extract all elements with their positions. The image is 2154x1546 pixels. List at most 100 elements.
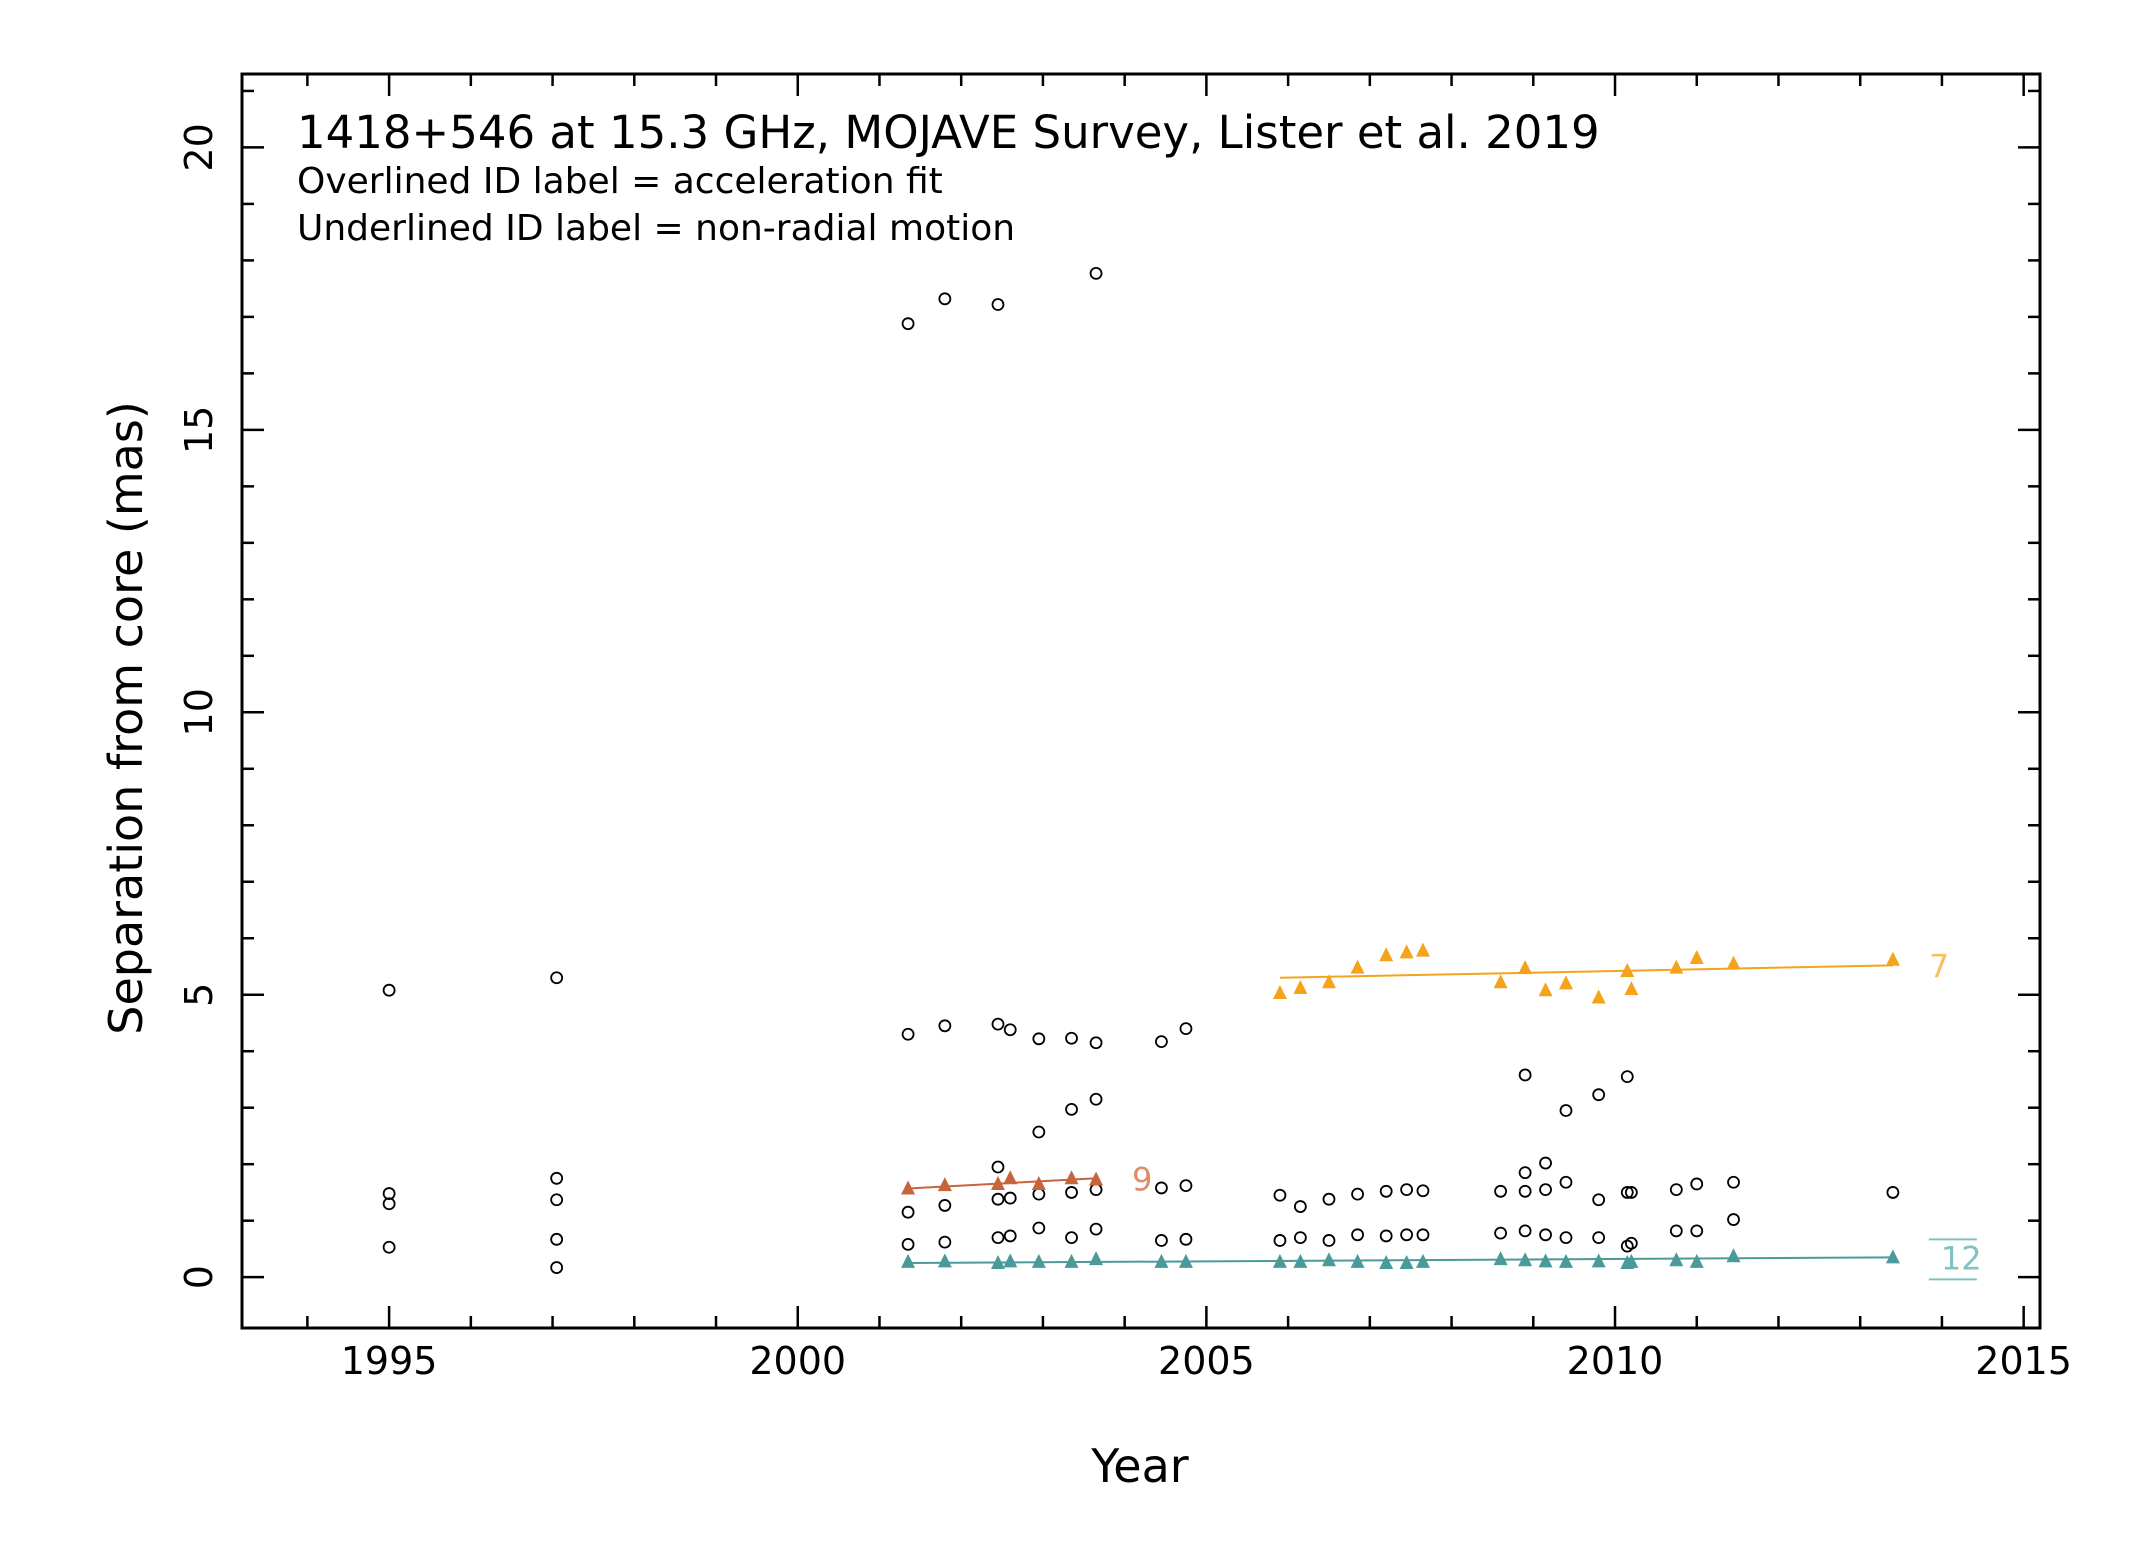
component-point [901, 317, 915, 331]
component-point [1293, 1231, 1307, 1245]
component-point [1179, 1179, 1193, 1193]
series-7-point [1415, 942, 1430, 957]
component-point [1065, 1031, 1078, 1045]
component-point [1518, 1224, 1532, 1238]
series-7-point [1350, 959, 1365, 974]
component-point [1032, 1032, 1046, 1046]
y-tick-label: 0 [177, 1265, 221, 1289]
component-point [901, 1027, 915, 1041]
series-12-point [1518, 1252, 1533, 1267]
series-12-point [1885, 1249, 1900, 1264]
component-point [1293, 1200, 1307, 1213]
component-point [1669, 1183, 1683, 1197]
x-tick-label: 2015 [1975, 1339, 2072, 1383]
component-point [550, 1171, 564, 1185]
series-label-12: 12 [1941, 1239, 1982, 1277]
component-point [382, 1197, 396, 1211]
y-tick-label: 10 [177, 688, 221, 736]
component-point [382, 983, 396, 997]
component-point [550, 1193, 564, 1207]
component-point [1727, 1213, 1740, 1226]
chart-note-1: Overlined ID label = acceleration fit [297, 161, 943, 202]
series-12-point [1379, 1255, 1394, 1270]
component-point [1416, 1184, 1430, 1198]
component-point [1322, 1234, 1336, 1247]
component-point [901, 1205, 915, 1219]
series-12-point [1689, 1253, 1704, 1268]
component-point [1089, 1036, 1103, 1050]
component-point [938, 292, 952, 306]
component-point [991, 1017, 1005, 1031]
series-7-point [1321, 974, 1336, 989]
series-9-point [937, 1177, 952, 1192]
component-point [1065, 1231, 1078, 1245]
series-9-point [1089, 1171, 1104, 1186]
series-12-point [937, 1253, 952, 1268]
series-12-point [1089, 1251, 1104, 1266]
series-12-point [1064, 1253, 1079, 1268]
series-7-point [1518, 960, 1533, 975]
component-point [1886, 1186, 1900, 1199]
component-point [1539, 1228, 1552, 1242]
component-point [1089, 1183, 1103, 1197]
component-point [938, 1235, 952, 1249]
component-point [1065, 1186, 1078, 1199]
component-point [1624, 1186, 1638, 1199]
series-label-7: 7 [1929, 947, 1949, 985]
component-point [1089, 1222, 1103, 1236]
series-7-point [1493, 974, 1508, 989]
series-12-point [1624, 1253, 1639, 1268]
component-point [382, 1240, 396, 1254]
chart-title: 1418+546 at 15.3 GHz, MOJAVE Survey, Lis… [297, 106, 1600, 159]
series-12-point [1154, 1253, 1169, 1268]
component-point [1155, 1181, 1168, 1195]
component-point [938, 1019, 952, 1033]
x-tick-label: 2010 [1567, 1339, 1664, 1383]
component-point [1518, 1068, 1532, 1082]
fit-line-7 [1279, 964, 1893, 979]
component-point [1003, 1191, 1017, 1205]
series-9-point [1003, 1170, 1018, 1185]
component-point [1089, 1092, 1103, 1106]
component-point [1273, 1188, 1287, 1202]
component-point [1559, 1231, 1573, 1245]
component-point [1322, 1192, 1336, 1206]
y-tick-label: 20 [177, 123, 221, 171]
component-point [1032, 1187, 1046, 1201]
series-12-point [1538, 1253, 1553, 1268]
component-point [1400, 1183, 1414, 1197]
data-layer: 7 9 12 [382, 266, 1982, 1281]
series-12-point [1399, 1255, 1414, 1270]
component-point [1351, 1228, 1364, 1242]
component-point [1416, 1228, 1430, 1242]
series-7-point [1558, 975, 1573, 990]
fit-line-12 [908, 1256, 1893, 1265]
series-12-point [1558, 1253, 1573, 1268]
component-point [1539, 1183, 1552, 1197]
series-7-point [1624, 981, 1639, 996]
component-point [1690, 1177, 1704, 1191]
axes: 1995 2000 2005 2010 2015 0 5 10 15 20 [177, 72, 2072, 1383]
series-12-point [901, 1253, 916, 1268]
component-point [1539, 1156, 1552, 1170]
series-12-point [1293, 1253, 1308, 1268]
series-7-point [1620, 963, 1635, 978]
series-12-point [1350, 1253, 1365, 1268]
component-point [1518, 1166, 1532, 1180]
component-point [1379, 1229, 1393, 1243]
component-point [938, 1199, 952, 1212]
component-point [1155, 1234, 1168, 1247]
series-12-point [1031, 1253, 1046, 1268]
component-point [1559, 1104, 1573, 1117]
y-tick-label: 15 [177, 406, 221, 454]
component-point [1032, 1125, 1046, 1139]
plot-frame [240, 72, 2042, 1330]
series-12-point [1272, 1253, 1287, 1268]
component-point [991, 1192, 1005, 1206]
series-12-point [1726, 1248, 1741, 1263]
series-12-point [1493, 1251, 1508, 1266]
component-point [1592, 1088, 1606, 1102]
component-point [1592, 1231, 1606, 1245]
y-axis-title: Separation from core (mas) [99, 401, 153, 1035]
